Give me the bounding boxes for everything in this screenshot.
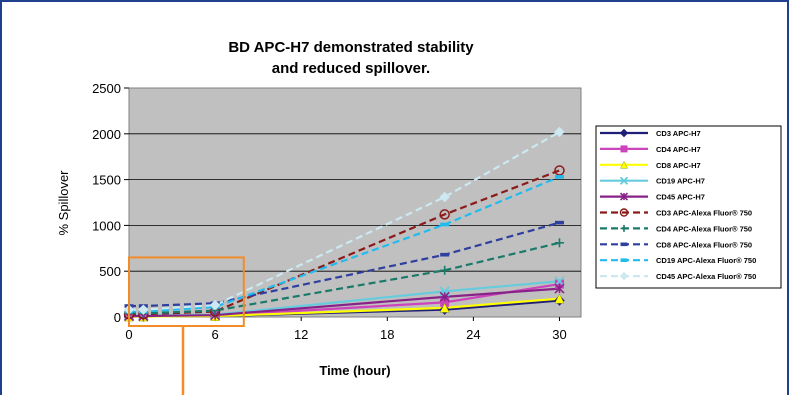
data-point-s6-p3 xyxy=(440,265,450,275)
legend-marker-7 xyxy=(620,242,628,247)
series-line-5 xyxy=(129,169,560,316)
legend-label-7: CD8 APC-Alexa Fluor® 750 xyxy=(656,240,752,249)
chart-title-line-1: BD APC-H7 demonstrated stability xyxy=(228,39,474,56)
legend-label-5: CD3 APC-Alexa Fluor® 750 xyxy=(656,209,752,218)
legend-marker-0 xyxy=(619,128,629,138)
legend-label-4: CD45 APC-H7 xyxy=(656,193,705,202)
data-point-s4-p4 xyxy=(554,283,565,294)
data-point-s9-p3 xyxy=(439,191,450,203)
legend-label-8: CD19 APC-Alexa Fluor® 750 xyxy=(656,256,756,265)
legend-label-1: CD4 APC-H7 xyxy=(656,145,701,154)
legend-marker-1 xyxy=(620,145,628,153)
series-line-6 xyxy=(129,241,560,315)
data-point-s2-p3 xyxy=(439,302,450,313)
legend-marker-8 xyxy=(620,258,628,262)
legend-marker-6 xyxy=(620,224,628,232)
data-point-s5-p4 xyxy=(554,165,565,176)
y-axis-label: % Spillover xyxy=(56,170,71,236)
y-tick-label: 500 xyxy=(99,264,121,279)
highlight-box xyxy=(128,256,245,327)
data-point-s3-p4 xyxy=(554,276,565,287)
data-point-s7-p3 xyxy=(440,252,450,257)
data-point-s3-p4-b xyxy=(554,276,565,287)
data-point-s7-p4 xyxy=(554,220,564,225)
legend-marker-4 xyxy=(619,192,629,201)
chart-title-line-2: and reduced spillover. xyxy=(272,60,430,77)
legend-marker-3-b xyxy=(619,176,629,185)
data-point-s4-p3 xyxy=(439,291,450,302)
legend-marker-3 xyxy=(619,176,629,185)
plot-area xyxy=(128,87,582,318)
legend-marker-2 xyxy=(620,160,628,169)
legend-marker-9 xyxy=(619,271,629,281)
y-tick-label: 1500 xyxy=(92,173,121,188)
x-tick-label: 24 xyxy=(466,327,480,342)
data-point-s9-p1 xyxy=(138,304,149,315)
x-tick-labels: 0 6 12 18 24 30 xyxy=(125,327,566,342)
x-tick-label: 30 xyxy=(552,327,566,342)
legend-label-2: CD8 APC-H7 xyxy=(656,161,701,170)
legend-label-9: CD45 APC-Alexa Fluor® 750 xyxy=(656,272,756,281)
x-tick-label: 18 xyxy=(380,327,394,342)
x-tick-label: 6 xyxy=(211,327,218,342)
x-tick-label: 12 xyxy=(294,327,308,342)
y-tick-label: 2500 xyxy=(92,81,121,96)
data-point-s2-p4 xyxy=(554,293,565,304)
data-point-s1-p3 xyxy=(440,297,450,307)
legend-marker-5 xyxy=(619,208,629,217)
data-point-s5-p3 xyxy=(439,209,450,220)
data-point-s9-p4 xyxy=(554,126,565,138)
legend: CD3 APC-H7 CD4 APC-H7 CD8 APC-H7 CD19 APC-H… xyxy=(595,125,782,289)
x-axis-label: Time (hour) xyxy=(319,363,390,378)
data-point-s8-p4 xyxy=(554,175,564,179)
legend-label-6: CD4 APC-Alexa Fluor® 750 xyxy=(656,224,752,233)
data-point-s6-p4 xyxy=(554,238,564,248)
data-point-s1-p4 xyxy=(554,279,564,289)
data-point-s8-p3 xyxy=(440,222,450,227)
y-tick-labels: 0 500 1000 1500 2000 2500 xyxy=(92,81,121,325)
y-tick-label: 2000 xyxy=(92,127,121,142)
legend-label-3: CD19 APC-H7 xyxy=(656,177,705,186)
legend-items: CD3 APC-H7 CD4 APC-H7 CD8 APC-H7 CD19 APC-H… xyxy=(600,128,756,281)
y-tick-label: 0 xyxy=(114,310,121,325)
x-tick-label: 0 xyxy=(125,327,132,342)
legend-label-0: CD3 APC-H7 xyxy=(656,129,701,138)
y-tick-label: 1000 xyxy=(92,218,121,233)
data-point-s9-p2 xyxy=(209,299,221,311)
